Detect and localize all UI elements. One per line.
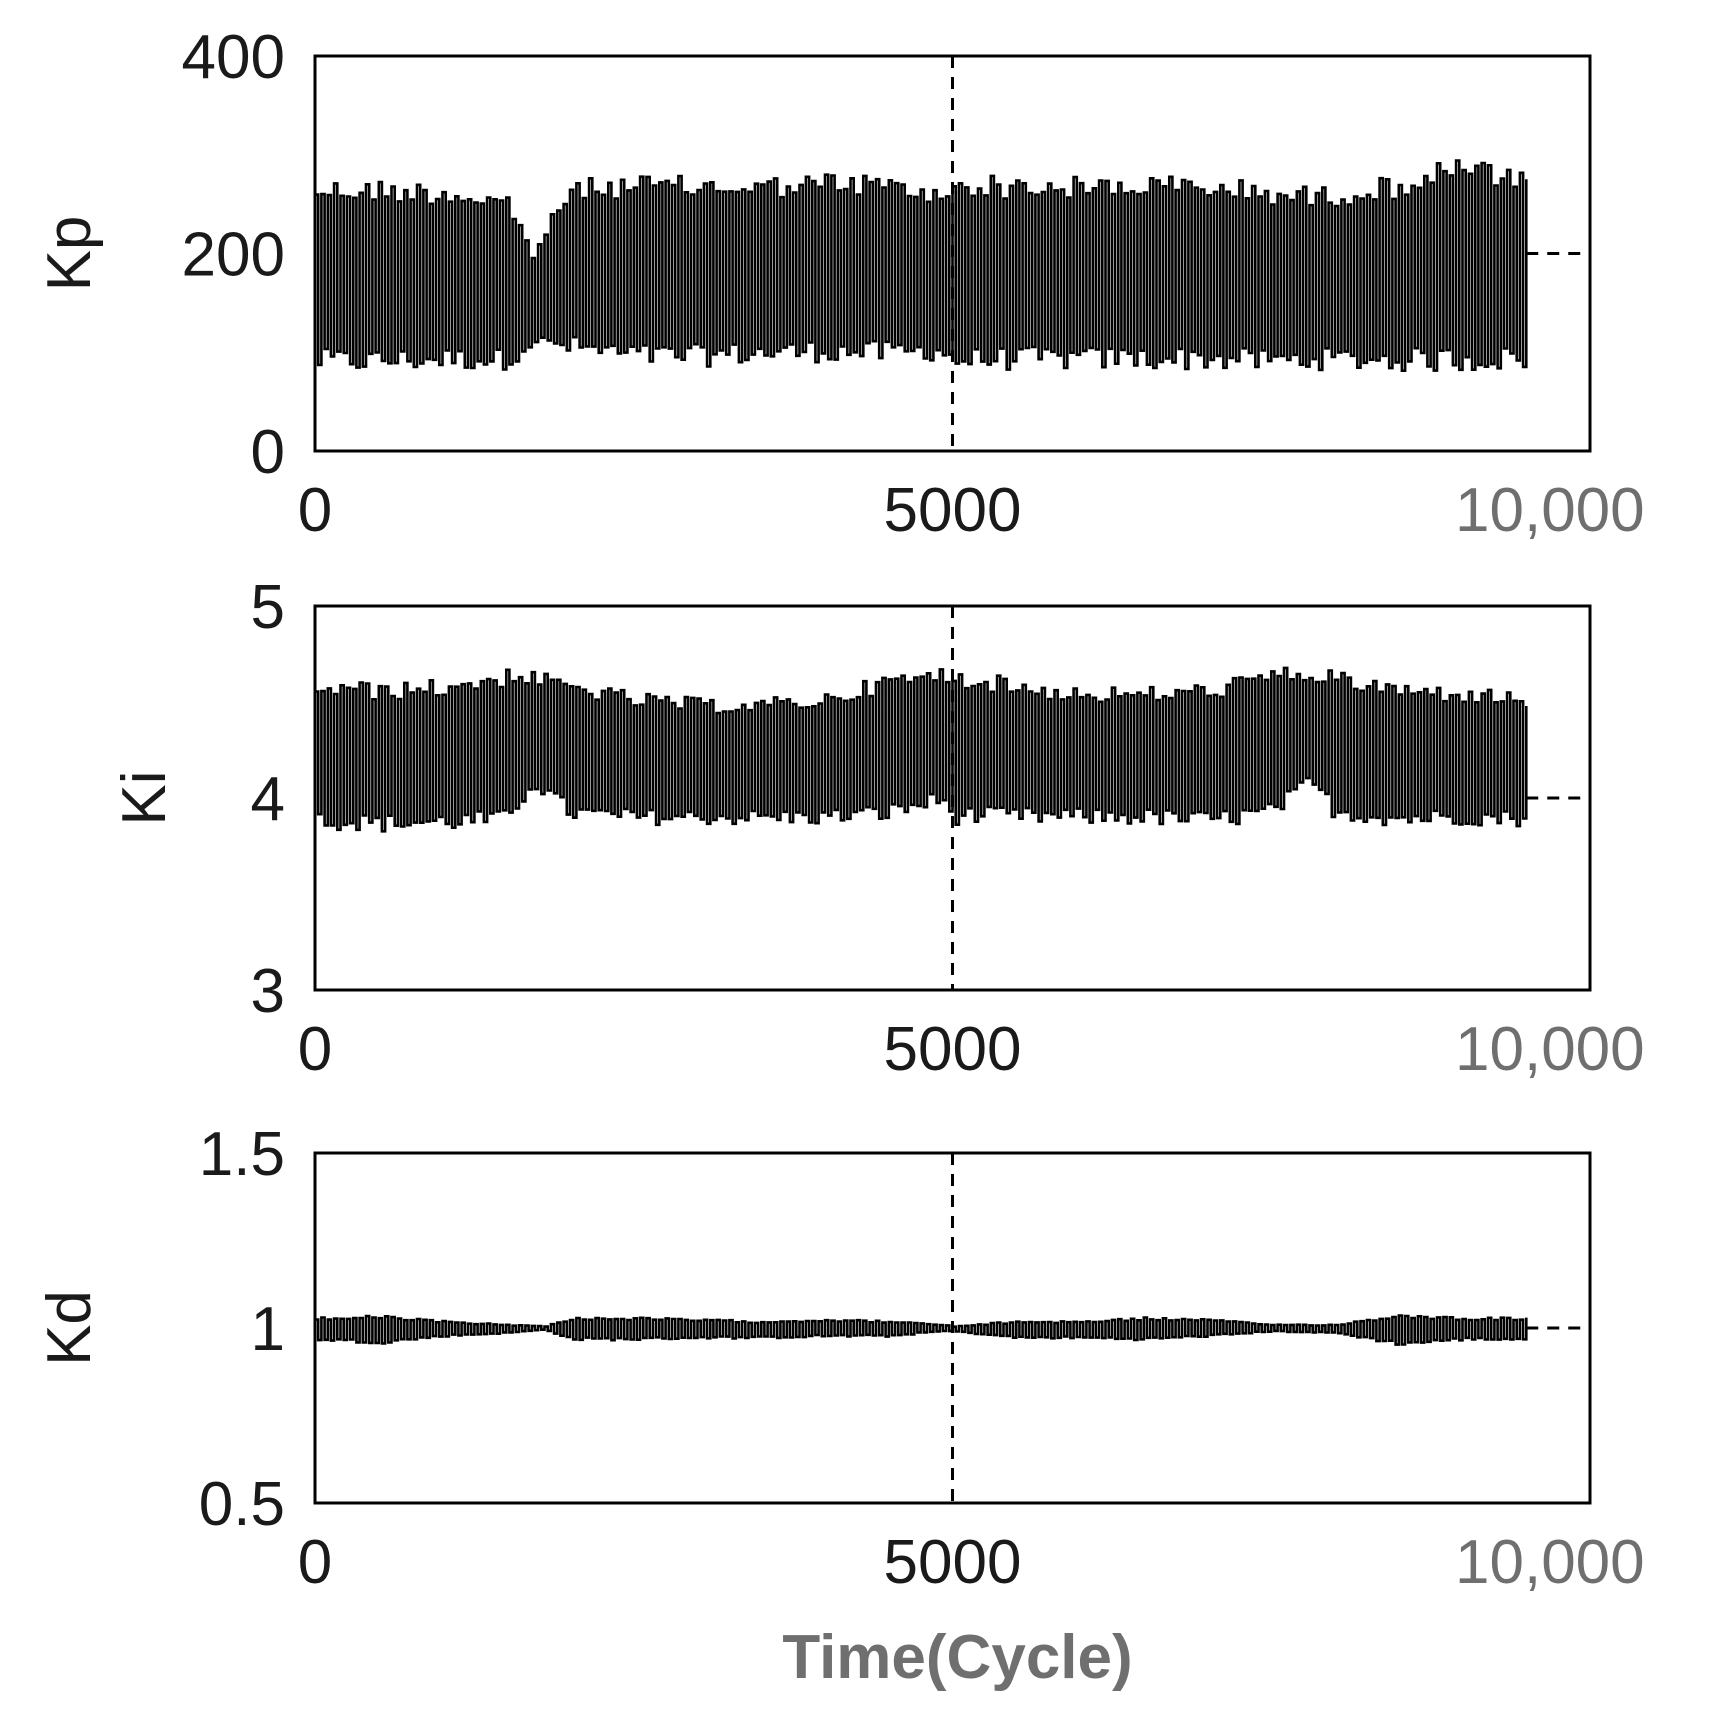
x-tick-label: 5000 [884, 1015, 1022, 1084]
panel-kp: 400 200 00 5000 10,000 Kp [35, 23, 1645, 545]
y-tick-label: 400 [182, 23, 285, 92]
series-line-ki [315, 666, 1528, 833]
x-axis-title: Time(Cycle) [782, 1623, 1132, 1692]
y-tick-label: 0 [251, 418, 285, 487]
plot-frame [313, 54, 1592, 453]
x-tick-label: 5000 [884, 476, 1022, 545]
plot-frame [313, 1151, 1592, 1505]
y-tick-label: 200 [182, 221, 285, 290]
x-tick-label: 10,000 [1455, 1528, 1645, 1597]
plot-frame [313, 604, 1592, 992]
y-axis-title: Kd [35, 1290, 104, 1366]
y-tick-label: 1.5 [199, 1120, 285, 1189]
x-tick-label: 10,000 [1455, 476, 1645, 545]
y-tick-label: 3 [251, 957, 285, 1026]
x-tick-label: 0 [298, 1015, 332, 1084]
x-tick-label: 5000 [884, 1528, 1022, 1597]
y-axis-title: Kp [35, 216, 104, 292]
panel-ki: 5 4 30 5000 10,000 Ki [110, 573, 1645, 1084]
x-tick-label: 0 [298, 476, 332, 545]
x-tick-label: 0 [298, 1528, 332, 1597]
y-tick-label: 1 [251, 1295, 285, 1364]
x-tick-label: 10,000 [1455, 1015, 1645, 1084]
panel-kd: 1.5 1 0.50 5000 10,000 Kd Time(Cycle) [35, 1120, 1645, 1692]
y-tick-label: 0.5 [199, 1470, 285, 1539]
series-line-kp [315, 159, 1528, 372]
series-line-kd [315, 1314, 1528, 1346]
y-tick-label: 5 [251, 573, 285, 642]
y-axis-title: Ki [110, 770, 179, 825]
y-tick-label: 4 [251, 765, 285, 834]
